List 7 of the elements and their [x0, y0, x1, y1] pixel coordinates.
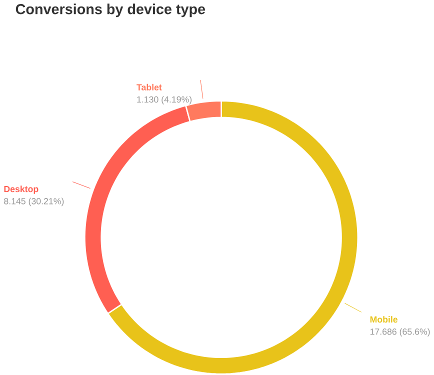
chart-title: Conversions by device type — [16, 4, 206, 18]
slice-label: Desktop — [4, 186, 38, 194]
data-label: 8.145 (30.21%) — [4, 198, 64, 206]
data-label: 1.130 (4.19%) — [137, 96, 192, 104]
slice-label: Mobile — [370, 316, 398, 323]
data-label: 17.686 (65.6%) — [370, 328, 430, 337]
slice-label: Tablet — [136, 84, 162, 91]
